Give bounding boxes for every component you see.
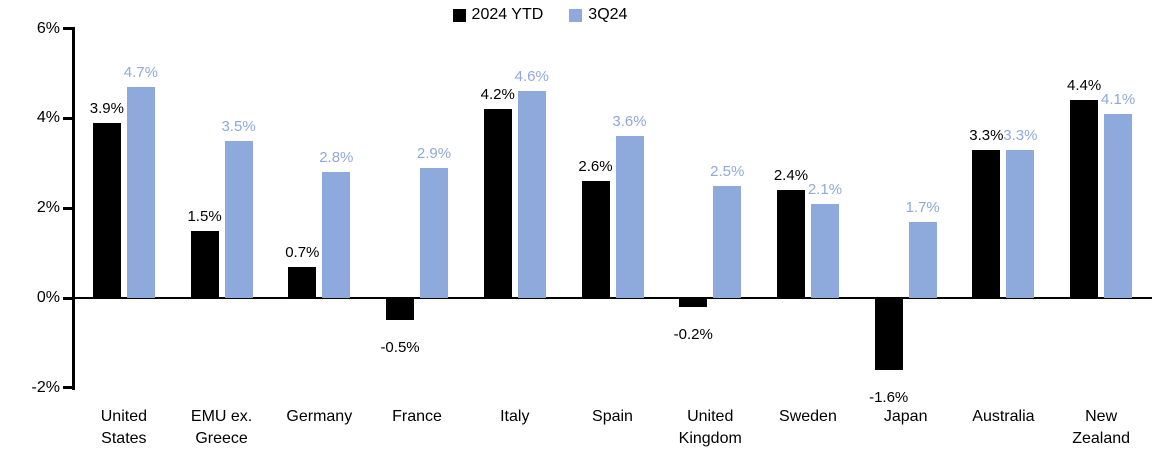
category-label: Spain (564, 406, 661, 428)
data-label: 3.3% (1003, 126, 1038, 144)
category-label-line: Spain (592, 408, 633, 425)
bar-2024-ytd (776, 190, 805, 298)
y-axis-tick-label: 2% (36, 199, 60, 217)
data-label: 2.6% (578, 158, 613, 176)
bar-3q24 (810, 203, 839, 298)
y-axis-tick (63, 386, 72, 390)
legend-swatch-black (452, 8, 466, 22)
data-label: 3.6% (612, 113, 647, 131)
legend-item-3q24: 3Q24 (569, 6, 627, 24)
data-label: 4.7% (123, 63, 158, 81)
x-axis-baseline (75, 297, 1152, 299)
bar-2024-ytd (288, 266, 317, 298)
category-label-line: United (687, 408, 734, 425)
bar-3q24 (908, 221, 937, 298)
bar-2024-ytd (483, 109, 512, 298)
category-label-line: Greece (195, 430, 248, 447)
y-axis-line (72, 26, 75, 390)
legend-label: 2024 YTD (471, 6, 544, 23)
bar-3q24 (420, 167, 449, 298)
data-label: 1.7% (905, 198, 940, 216)
category-label: Japan (857, 406, 954, 428)
bar-2024-ytd (92, 122, 121, 298)
y-axis-tick (63, 296, 72, 300)
bar-3q24 (517, 91, 546, 298)
category-label: Australia (955, 406, 1052, 428)
bar-2024-ytd (1070, 100, 1099, 298)
bar-2024-ytd (874, 298, 903, 370)
category-label-line: Zealand (1072, 430, 1131, 447)
data-label: 3.3% (969, 126, 1004, 144)
data-label: 1.5% (187, 207, 222, 225)
data-label: 2.9% (416, 144, 452, 162)
category-label: New Zealand (1053, 406, 1150, 450)
category-label-line: Sweden (779, 408, 837, 425)
data-label: -1.6% (869, 388, 909, 406)
y-axis-tick-label: 6% (36, 19, 60, 37)
category-label-line: Australia (972, 408, 1035, 425)
legend-item-2024-ytd: 2024 YTD (452, 6, 544, 24)
legend-label: 3Q24 (588, 6, 628, 23)
y-axis-tick (63, 206, 72, 210)
bar-2024-ytd (386, 298, 415, 321)
category-label: France (369, 406, 466, 428)
legend-swatch-blue (569, 8, 583, 22)
data-label: 3.5% (221, 117, 256, 135)
category-label: Italy (466, 406, 563, 428)
category-label-line: EMU ex. (190, 408, 253, 425)
data-label: 2.4% (773, 167, 809, 185)
category-label-line: Germany (286, 408, 353, 425)
y-axis-tick (63, 116, 72, 120)
data-label: 2.1% (807, 180, 843, 198)
bar-3q24 (224, 140, 253, 298)
category-label: United States (75, 406, 172, 450)
data-label: 4.2% (480, 86, 515, 104)
category-label-line: Kingdom (678, 430, 742, 447)
y-axis-tick-label: 0% (36, 289, 60, 306)
bar-2024-ytd (972, 149, 1001, 298)
y-axis-tick-label: -2% (31, 378, 60, 396)
bar-3q24 (713, 185, 742, 298)
bar-3q24 (615, 136, 644, 298)
bar-3q24 (1104, 113, 1133, 298)
category-label-line: New (1085, 408, 1118, 425)
bar-3q24 (322, 172, 351, 298)
data-label: -0.2% (673, 325, 713, 343)
category-label-line: France (392, 408, 442, 425)
y-axis-tick (63, 27, 72, 31)
bar-2024-ytd (581, 181, 610, 298)
data-label: 4.4% (1067, 77, 1102, 95)
data-label: 3.9% (89, 99, 124, 117)
category-label: United Kingdom (662, 406, 759, 450)
category-label: Germany (271, 406, 368, 428)
data-label: 2.8% (319, 149, 354, 167)
category-label: EMU ex. Greece (173, 406, 270, 450)
chart-legend: 2024 YTD 3Q24 (0, 6, 1080, 24)
category-label-line: United (100, 408, 147, 425)
category-label-line: Japan (883, 408, 928, 425)
data-label: -0.5% (380, 339, 420, 357)
data-label: 4.6% (514, 68, 549, 86)
category-label-line: Italy (500, 408, 530, 425)
category-label-line: States (101, 430, 147, 447)
bar-3q24 (1006, 149, 1035, 298)
category-label: Sweden (759, 406, 856, 428)
bar-2024-ytd (679, 298, 708, 307)
data-label: 0.7% (285, 243, 320, 261)
y-axis-tick-label: 4% (36, 109, 60, 127)
data-label: 2.5% (710, 162, 745, 180)
bar-2024-ytd (190, 230, 219, 298)
bar-3q24 (126, 86, 155, 298)
data-label: 4.1% (1101, 90, 1136, 108)
